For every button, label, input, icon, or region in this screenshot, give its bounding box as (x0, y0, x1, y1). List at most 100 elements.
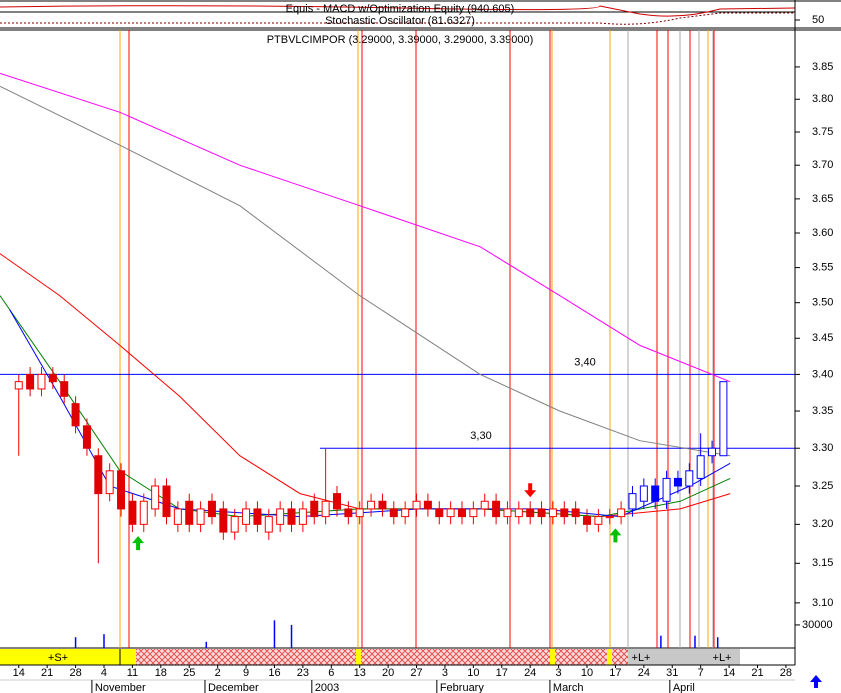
y-tick-label: 3.40 (812, 368, 833, 380)
candle-body (480, 500, 489, 510)
strip-segment (136, 649, 628, 665)
scroll-arrow[interactable] (810, 675, 822, 688)
y-tick-label: 3.45 (812, 332, 833, 344)
x-tick-label: 6 (328, 667, 334, 679)
x-tick-label: 25 (183, 667, 195, 679)
strip-segment (607, 649, 612, 665)
candle-body (185, 500, 194, 525)
candle-body (594, 516, 603, 525)
y-tick-label: 3.85 (812, 61, 833, 73)
candle-body (264, 516, 273, 533)
x-tick-label: 21 (41, 667, 53, 679)
candle-body (105, 470, 114, 495)
candle-body (514, 508, 523, 518)
candle-body (344, 508, 353, 518)
candle-body (708, 447, 717, 457)
candle-body (26, 373, 35, 390)
candle-body (628, 493, 637, 510)
x-tick-label: 16 (268, 667, 280, 679)
x-tick-label: 10 (467, 667, 479, 679)
candle-body (412, 500, 421, 510)
line-series (0, 72, 731, 383)
candle-body (605, 516, 614, 519)
y-tick-label: 3.60 (812, 227, 833, 239)
x-tick-label: 20 (382, 667, 394, 679)
buy-signal (609, 528, 622, 543)
indicator-line (0, 12, 795, 25)
indicator-panel: Equis - MACD w/Optimization Equity (940.… (0, 0, 841, 31)
y-tick-label: 3.70 (812, 159, 833, 171)
candle-body (128, 500, 137, 525)
candle-body (173, 508, 182, 525)
y-tick-label: 3.55 (812, 261, 833, 273)
candle-body (685, 470, 694, 487)
x-tick-label: 3 (556, 667, 562, 679)
candle-body (14, 381, 23, 390)
level-label: 3,30 (470, 430, 491, 442)
sell-signal (524, 483, 537, 498)
x-tick-label: 27 (410, 667, 422, 679)
candle-body (37, 373, 46, 390)
candle-body (526, 508, 535, 518)
x-tick-label: 24 (638, 667, 650, 679)
y-tick-label: 3.15 (812, 557, 833, 569)
y-tick-label: 3.10 (812, 597, 833, 609)
month-label: 2003 (315, 682, 339, 693)
volume-tick-label: 30000 (802, 619, 833, 631)
candle-body (719, 381, 728, 457)
candle-body (696, 455, 705, 479)
candle-body (492, 500, 501, 518)
candle-body (378, 500, 387, 510)
candle-body (469, 508, 478, 518)
candle-body (423, 500, 432, 510)
x-tick-label: 4 (101, 667, 107, 679)
strip-segment (550, 649, 555, 665)
x-tick-label: 24 (524, 667, 536, 679)
y-tick-label: 3.30 (812, 442, 833, 454)
indicator-label: Stochastic Oscillator (81.6327) (325, 15, 475, 27)
indicator-line (0, 5, 796, 17)
candle-body (583, 516, 592, 525)
candle-body (287, 508, 296, 525)
x-tick-label: 28 (780, 667, 792, 679)
candle-body (651, 485, 660, 502)
y-tick-label: 3.65 (812, 193, 833, 205)
strip-segment (356, 649, 361, 665)
candle-body (310, 500, 319, 518)
candle-body (560, 508, 569, 518)
candle-body (94, 455, 103, 495)
x-tick-label: 9 (243, 667, 249, 679)
candle-body (571, 508, 580, 518)
y-tick-label: 3.50 (812, 297, 833, 309)
strip-segment (628, 649, 740, 665)
x-tick-label: 28 (69, 667, 81, 679)
candle-body (276, 508, 285, 525)
candle-body (435, 508, 444, 518)
candle-body (253, 508, 262, 525)
x-tick-label: 17 (609, 667, 621, 679)
chart-title: PTBVLCIMPOR (3.29000, 3.39000, 3.29000, … (267, 34, 534, 46)
x-tick-label: 21 (751, 667, 763, 679)
candle-body (219, 508, 228, 533)
candle-body (60, 381, 69, 397)
candle-body (230, 516, 239, 533)
candle-body (321, 500, 330, 518)
candle-body (662, 477, 671, 502)
candle-body (446, 508, 455, 518)
y-tick-label: 3.35 (812, 405, 833, 417)
x-tick-label: 14 (13, 667, 25, 679)
candle-body (389, 508, 398, 518)
level-label: 3,40 (574, 356, 595, 368)
month-label: November (95, 682, 146, 693)
strip-segment (0, 649, 136, 665)
candle-body (617, 508, 626, 518)
candle-body (196, 508, 205, 525)
x-tick-label: 31 (666, 667, 678, 679)
candle-body (207, 500, 216, 518)
candle-body (71, 403, 80, 427)
indicator-label: Equis - MACD w/Optimization Equity (940.… (286, 3, 515, 15)
x-tick-label: 23 (297, 667, 309, 679)
